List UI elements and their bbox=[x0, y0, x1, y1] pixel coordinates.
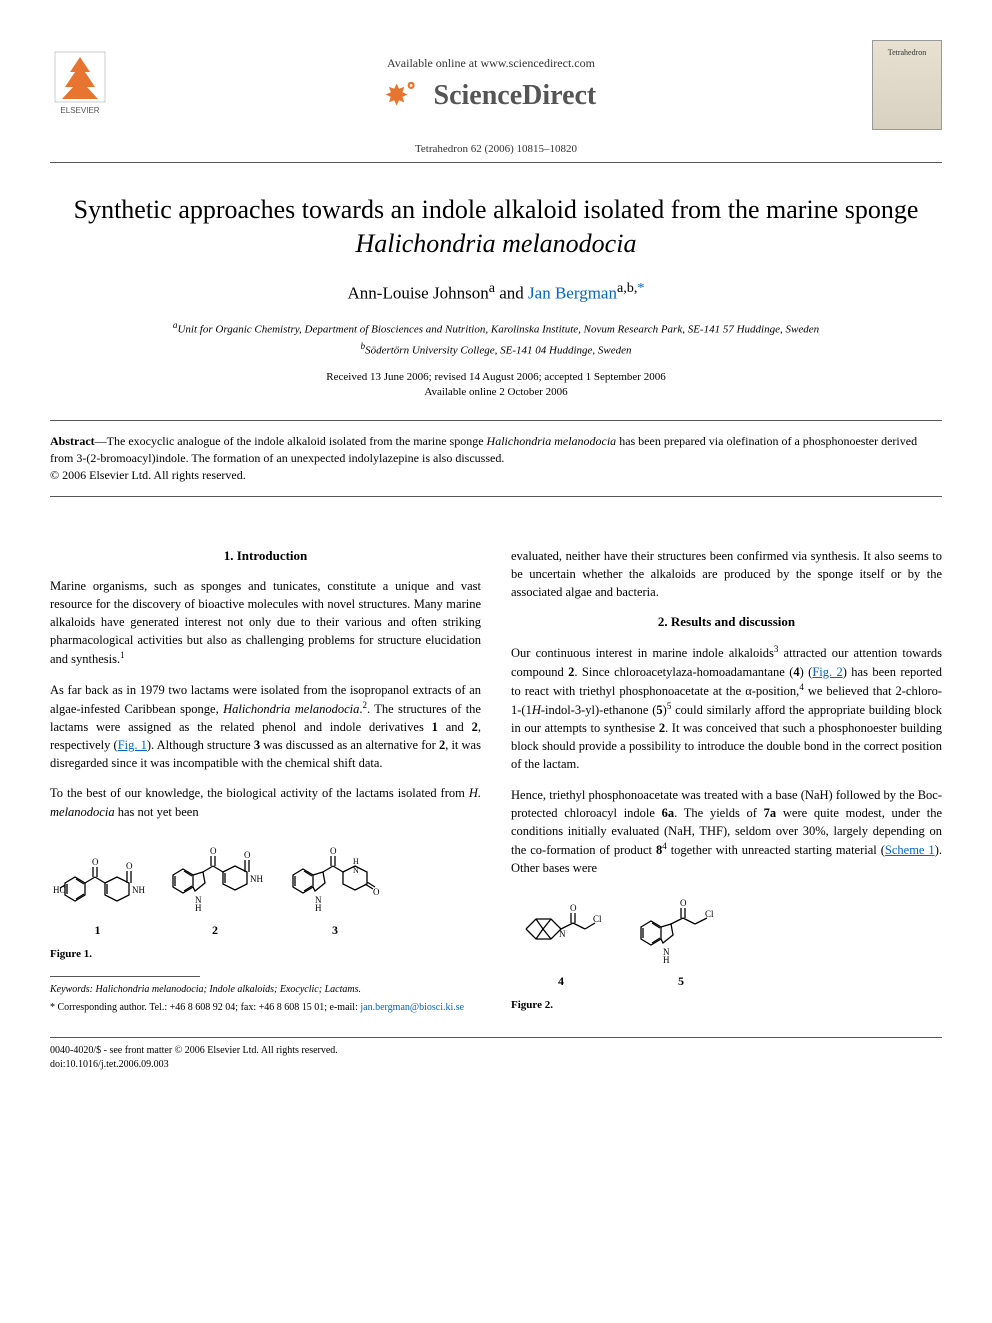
author-2-link[interactable]: Jan Bergman bbox=[528, 284, 617, 303]
svg-text:O: O bbox=[126, 861, 133, 871]
sd-icon: ✸゜ bbox=[386, 81, 434, 110]
authors-and: and bbox=[495, 284, 528, 303]
copyright-line: 0040-4020/$ - see front matter © 2006 El… bbox=[50, 1044, 942, 1058]
intro-para-3-cont: evaluated, neither have their structures… bbox=[511, 547, 942, 601]
doi-line: doi:10.1016/j.tet.2006.09.003 bbox=[50, 1058, 942, 1072]
mol-4-label: 4 bbox=[511, 973, 611, 990]
svg-text:N: N bbox=[559, 929, 566, 939]
svg-text:H: H bbox=[663, 955, 670, 965]
header: ELSEVIER Available online at www.science… bbox=[50, 40, 942, 163]
received-line: Received 13 June 2006; revised 14 August… bbox=[50, 370, 942, 385]
elsevier-text: ELSEVIER bbox=[60, 106, 99, 115]
abstract-text-1: —The exocyclic analogue of the indole al… bbox=[95, 434, 487, 448]
header-center: Available online at www.sciencedirect.co… bbox=[110, 55, 872, 116]
svg-text:O: O bbox=[92, 857, 99, 867]
footnote-rule bbox=[50, 976, 200, 977]
abstract-italic: Halichondria melanodocia bbox=[487, 434, 617, 448]
mol-5-label: 5 bbox=[631, 973, 731, 990]
figure-2-structures: N O Cl 4 N H bbox=[511, 889, 942, 990]
molecule-5: NH O Cl 5 bbox=[631, 889, 731, 990]
abstract-copyright: © 2006 Elsevier Ltd. All rights reserved… bbox=[50, 468, 246, 482]
corr-email-link[interactable]: jan.bergman@biosci.ki.se bbox=[360, 1002, 464, 1013]
svg-text:NH: NH bbox=[132, 885, 145, 895]
citation-line: Tetrahedron 62 (2006) 10815–10820 bbox=[50, 142, 942, 157]
results-para-1: Our continuous interest in marine indole… bbox=[511, 643, 942, 773]
svg-text:O: O bbox=[570, 903, 577, 913]
svg-text:H: H bbox=[315, 903, 322, 913]
sciencedirect-logo: ✸゜ScienceDirect bbox=[110, 76, 872, 115]
scheme1-link[interactable]: Scheme 1 bbox=[885, 843, 935, 857]
svg-text:O: O bbox=[680, 898, 687, 908]
figure-1-structures: HO O O NH 1 bbox=[50, 833, 481, 939]
molecule-4: N O Cl 4 bbox=[511, 889, 611, 990]
affiliation-b: bSödertörn University College, SE-141 04… bbox=[50, 340, 942, 359]
molecule-2: NH O O NH 2 bbox=[165, 833, 265, 939]
molecule-1: HO O O NH 1 bbox=[50, 833, 145, 939]
results-heading: 2. Results and discussion bbox=[511, 613, 942, 631]
corresponding-footnote: * Corresponding author. Tel.: +46 8 608 … bbox=[50, 1001, 481, 1015]
figure-2-caption: Figure 2. bbox=[511, 998, 942, 1013]
svg-text:O: O bbox=[373, 887, 380, 897]
bottom-rule bbox=[50, 1037, 942, 1038]
fig2-link[interactable]: Fig. 2 bbox=[812, 665, 842, 679]
svg-text:H: H bbox=[353, 857, 359, 866]
molecule-3: NH O HN O 3 bbox=[285, 833, 385, 939]
affiliation-a: aUnit for Organic Chemistry, Department … bbox=[50, 319, 942, 338]
elsevier-logo: ELSEVIER bbox=[50, 47, 110, 122]
svg-text:H: H bbox=[195, 903, 202, 913]
journal-cover: Tetrahedron bbox=[872, 40, 942, 130]
abstract-label: Abstract bbox=[50, 434, 95, 448]
author-1: Ann-Louise Johnson bbox=[348, 284, 489, 303]
svg-text:O: O bbox=[330, 846, 337, 856]
mol-3-label: 3 bbox=[285, 922, 385, 939]
available-online-text: Available online at www.sciencedirect.co… bbox=[110, 55, 872, 72]
abstract: Abstract—The exocyclic analogue of the i… bbox=[50, 420, 942, 496]
mol-1-label: 1 bbox=[50, 922, 145, 939]
online-line: Available online 2 October 2006 bbox=[50, 385, 942, 400]
right-column: evaluated, neither have their structures… bbox=[511, 547, 942, 1019]
author-2-aff: a,b,* bbox=[617, 280, 645, 296]
authors: Ann-Louise Johnsona and Jan Bergmana,b,* bbox=[50, 279, 942, 305]
svg-text:Cl: Cl bbox=[705, 909, 714, 919]
intro-para-1: Marine organisms, such as sponges and tu… bbox=[50, 577, 481, 669]
svg-text:O: O bbox=[210, 846, 217, 856]
article-title: Synthetic approaches towards an indole a… bbox=[50, 193, 942, 261]
svg-text:HO: HO bbox=[53, 885, 66, 895]
svg-text:O: O bbox=[244, 850, 251, 860]
left-column: 1. Introduction Marine organisms, such a… bbox=[50, 547, 481, 1019]
journal-cover-label: Tetrahedron bbox=[873, 47, 941, 58]
fig1-link[interactable]: Fig. 1 bbox=[118, 738, 147, 752]
intro-para-2: As far back as in 1979 two lactams were … bbox=[50, 681, 481, 773]
title-italic: Halichondria melanodocia bbox=[356, 229, 637, 258]
intro-para-3: To the best of our knowledge, the biolog… bbox=[50, 784, 481, 820]
author-2: Jan Bergman bbox=[528, 284, 617, 303]
svg-text:Cl: Cl bbox=[593, 914, 602, 924]
header-top-row: ELSEVIER Available online at www.science… bbox=[50, 40, 942, 130]
intro-heading: 1. Introduction bbox=[50, 547, 481, 565]
results-para-2: Hence, triethyl phosphonoacetate was tre… bbox=[511, 786, 942, 878]
figure-1-caption: Figure 1. bbox=[50, 947, 481, 962]
mol-2-label: 2 bbox=[165, 922, 265, 939]
sd-label: ScienceDirect bbox=[434, 80, 597, 111]
svg-text:NH: NH bbox=[250, 874, 263, 884]
body-columns: 1. Introduction Marine organisms, such a… bbox=[50, 547, 942, 1019]
svg-text:N: N bbox=[353, 866, 359, 875]
header-rule bbox=[50, 162, 942, 163]
article-dates: Received 13 June 2006; revised 14 August… bbox=[50, 370, 942, 401]
title-plain: Synthetic approaches towards an indole a… bbox=[74, 195, 919, 224]
keywords-footnote: Keywords: Halichondria melanodocia; Indo… bbox=[50, 983, 481, 997]
corr-star[interactable]: * bbox=[637, 280, 644, 296]
